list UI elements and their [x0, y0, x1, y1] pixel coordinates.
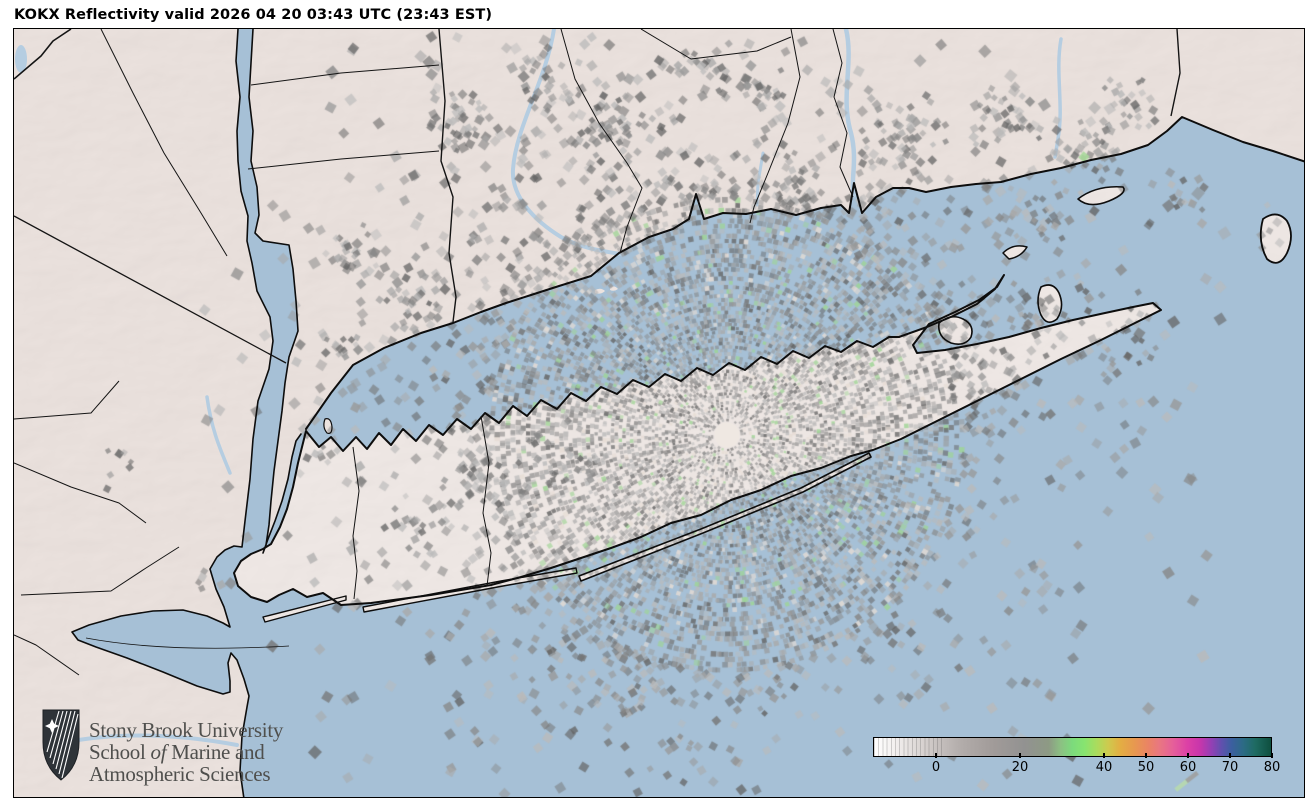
sbu-shield-icon — [42, 709, 80, 781]
colorbar-tick-label: 50 — [1137, 760, 1155, 775]
colorbar-discrete-bins — [874, 738, 946, 756]
colorbar-tick — [1145, 753, 1147, 758]
colorbar-tick — [1271, 753, 1273, 758]
colorbar-tick-label: 60 — [1179, 760, 1197, 775]
colorbar-tick — [1019, 753, 1021, 758]
colorbar-tick — [1229, 753, 1231, 758]
colorbar-gradient — [873, 737, 1272, 757]
colorbar-tick — [935, 753, 937, 758]
institution-name: Stony Brook University School of Marine … — [89, 719, 283, 785]
radar-echo-layer — [14, 29, 1304, 797]
logo-line-1: Stony Brook University — [89, 718, 284, 742]
colorbar-tick — [1187, 753, 1189, 758]
colorbar-ticks: 0 20 40 50 60 70 80 — [873, 753, 1280, 781]
institution-logo: Stony Brook University School of Marine … — [41, 708, 283, 785]
colorbar-tick-label: 20 — [1011, 760, 1029, 775]
product-title: KOKX Reflectivity valid 2026 04 20 03:43… — [14, 7, 493, 23]
colorbar-tick-label: 70 — [1221, 760, 1239, 775]
reflectivity-colorbar: 0 20 40 50 60 70 80 — [873, 737, 1280, 781]
logo-line-3: Atmospheric Sciences — [89, 762, 271, 786]
colorbar-tick-label: 0 — [931, 760, 941, 775]
radar-map — [13, 28, 1305, 798]
colorbar-tick-label: 40 — [1095, 760, 1113, 775]
logo-line-2: School of Marine and — [89, 740, 265, 764]
colorbar-tick — [1103, 753, 1105, 758]
colorbar-tick-label: 80 — [1263, 760, 1281, 775]
